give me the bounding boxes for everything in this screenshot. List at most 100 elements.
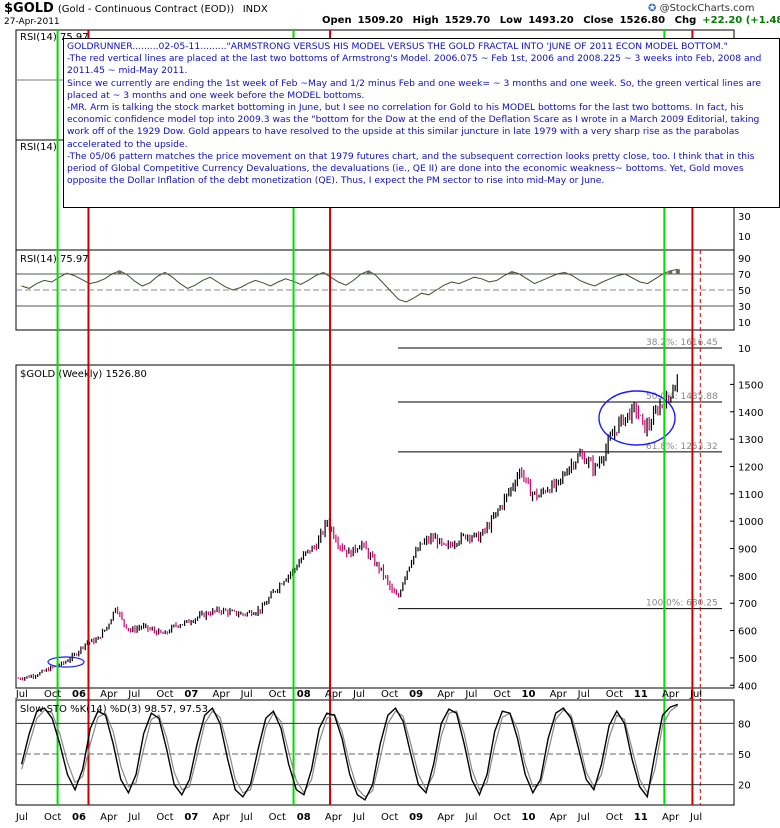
rsi-panel — [15, 249, 735, 331]
symbol-description: (Gold - Continuous Contract (EOD)) — [57, 4, 235, 15]
close-label: Close — [583, 15, 614, 26]
price-x-label: Jul — [464, 689, 477, 700]
chart-date: 27-Apr-2011 — [4, 17, 60, 27]
annotation-line: -The 05/06 pattern matches the price mov… — [67, 150, 755, 162]
annotation-line: -MR. Arm is talking the stock market bot… — [67, 102, 744, 114]
low-value: 1493.20 — [528, 15, 574, 26]
stoch-x-label: Apr — [100, 812, 118, 823]
stoch-x-label: Jul — [577, 812, 590, 823]
stoch-x-label: Oct — [269, 812, 286, 823]
stoch-x-label: Apr — [437, 812, 455, 823]
high-label: High — [412, 15, 439, 26]
price-x-label: 09 — [409, 689, 423, 700]
stoch-x-label: 10 — [521, 812, 535, 823]
stoch-k-line — [20, 703, 679, 801]
annotation-line: period of Global Competitive Currency De… — [67, 163, 744, 175]
annotation-line: GOLDRUNNER.........02-05-11........."ARM… — [67, 41, 728, 52]
price-x-label: Jul — [352, 689, 365, 700]
rsi-tick-label: 10 — [738, 344, 751, 355]
price-x-label: 07 — [184, 689, 198, 700]
price-tick-label: 700 — [738, 599, 757, 610]
price-x-label: Oct — [156, 689, 173, 700]
fib-label: 61.8%: 1253.32 — [646, 442, 718, 452]
open-label: Open — [322, 15, 352, 26]
price-x-label: Jul — [240, 689, 253, 700]
chg-label: Chg — [674, 15, 697, 26]
low-label: Low — [499, 15, 523, 26]
price-x-label: 11 — [634, 689, 648, 700]
rsi-tick-label: 10 — [738, 318, 751, 329]
price-x-label: 08 — [297, 689, 311, 700]
highlight-ellipse-2005 — [47, 656, 85, 668]
price-tick-label: 1500 — [738, 380, 763, 391]
annotation-line: placed at ~ 3 months and one week before… — [67, 89, 365, 101]
stoch-x-label: Jul — [240, 812, 253, 823]
price-panel — [15, 364, 735, 689]
price-x-label: Oct — [606, 689, 623, 700]
stoch-x-label: 07 — [184, 812, 198, 823]
stoch-label: Slow STO %K(14) %D(3) 98.57, 97.53 — [20, 704, 208, 715]
stoch-x-label: Jul — [689, 812, 702, 823]
price-x-label: Apr — [662, 689, 680, 700]
stoch-tick-label: 50 — [738, 750, 751, 761]
close-value: 1526.80 — [619, 15, 666, 26]
stoch-x-label: Oct — [156, 812, 173, 823]
stockcharts-logo-icon: ✪ — [648, 3, 657, 14]
price-x-label: Apr — [550, 689, 568, 700]
rsi-line — [21, 268, 678, 303]
fib-label: 50.0%: 1435.88 — [646, 392, 718, 402]
stoch-x-label: Apr — [662, 812, 680, 823]
price-tick-label: 800 — [738, 572, 757, 583]
rsi-top-1-label: RSI(14) 75.97 — [20, 32, 89, 43]
price-tick-label: 1000 — [738, 517, 763, 528]
price-x-label: Oct — [269, 689, 286, 700]
stoch-x-label: Jul — [127, 812, 140, 823]
stoch-x-label: 11 — [634, 812, 648, 823]
annotation-line: opposite the Dollar Inflation of the deb… — [67, 175, 605, 187]
stoch-x-label: Oct — [493, 812, 510, 823]
stoch-x-label: Oct — [606, 812, 623, 823]
rsi-label: RSI(14) 75.97 — [20, 254, 89, 265]
open-value: 1509.20 — [357, 15, 404, 26]
stoch-x-label: Apr — [213, 812, 231, 823]
annotation-line: -The red vertical lines are placed at th… — [67, 53, 762, 65]
rsi-top-2-tick: 30 — [738, 212, 751, 223]
price-tick-label: 1400 — [738, 408, 763, 419]
stoch-x-label: 06 — [72, 812, 86, 823]
stoch-x-label: Apr — [550, 812, 568, 823]
price-x-label: Apr — [213, 689, 231, 700]
stoch-x-label: Jul — [352, 812, 365, 823]
stockcharts-credit: ✪ @StockCharts.com — [648, 3, 754, 14]
price-tick-label: 500 — [738, 654, 757, 665]
stoch-x-label: 08 — [297, 812, 311, 823]
price-x-label: Oct — [381, 689, 398, 700]
price-x-label: Oct — [44, 689, 61, 700]
ohlc-readout: Open 1509.20 High 1529.70 Low 1493.20 Close… — [322, 15, 780, 26]
highlight-ellipse-2010 — [598, 390, 676, 446]
stoch-x-label: Oct — [44, 812, 61, 823]
price-x-label: 10 — [521, 689, 535, 700]
price-tick-label: 1100 — [738, 490, 763, 501]
price-tick-label: 400 — [738, 681, 757, 692]
price-tick-label: 600 — [738, 627, 757, 638]
symbol-title: $GOLD (Gold - Continuous Contract (EOD)) … — [4, 1, 268, 16]
rsi-tick-label: 90 — [738, 254, 751, 265]
price-x-label: 06 — [72, 689, 86, 700]
price-x-label: Oct — [493, 689, 510, 700]
stoch-x-label: Jul — [464, 812, 477, 823]
stoch-x-label: 09 — [409, 812, 423, 823]
rsi-top-2-tick: 10 — [738, 232, 751, 243]
price-x-label: Jul — [15, 689, 28, 700]
price-tick-label: 1200 — [738, 462, 763, 473]
rsi-top-2-label: RSI(14) — [20, 142, 57, 153]
stoch-tick-label: 80 — [738, 719, 751, 730]
price-x-label: Jul — [689, 689, 702, 700]
stoch-x-label: Jul — [15, 812, 28, 823]
chg-value: +22.20 (+1.48%) — [702, 15, 780, 26]
rsi-tick-label: 50 — [738, 286, 751, 297]
credit-text: @StockCharts.com — [659, 3, 755, 14]
price-label: $GOLD (Weekly) 1526.80 — [20, 369, 147, 380]
fib-label: 38.2%: 1616.45 — [646, 338, 718, 348]
high-value: 1529.70 — [444, 15, 491, 26]
